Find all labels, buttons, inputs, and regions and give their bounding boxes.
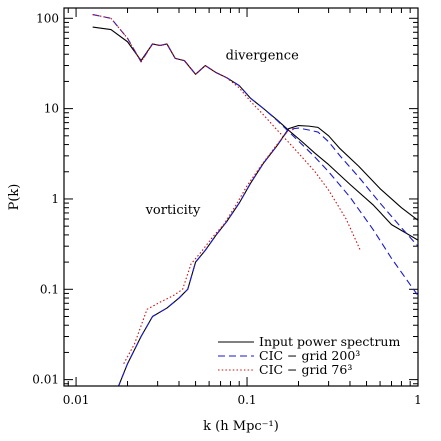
annotations: divergence vorticity: [145, 48, 300, 218]
legend-label: Input power spectrum: [259, 334, 400, 349]
x-tick-label: 1: [414, 393, 422, 407]
x-tick-label: 0.01: [63, 393, 90, 407]
series-line-divergence-cic-76: [92, 14, 361, 251]
series-line-vorticity-cic-200: [117, 127, 418, 386]
y-tick-label: 0.1: [40, 282, 59, 296]
series-line-vorticity-input: [117, 124, 418, 386]
y-tick-label: 0.01: [32, 373, 59, 387]
y-tick-label: 100: [36, 11, 59, 25]
x-tick-label: 0.1: [237, 393, 256, 407]
y-axis-label: P(k): [7, 184, 22, 211]
x-axis-label: k (h Mpc⁻¹): [203, 419, 279, 434]
plot-frame: [63, 7, 419, 387]
series-lines: [92, 14, 418, 386]
annotation-divergence: divergence: [226, 48, 299, 63]
annotation-vorticity: vorticity: [145, 203, 201, 218]
y-tick-label: 1: [51, 192, 59, 206]
legend-label: CIC − grid 200³: [259, 348, 360, 363]
y-tick-label: 10: [44, 102, 59, 116]
tick-labels: 0.01 0.1 1 0.01 0.1 1 10 100: [32, 11, 422, 407]
legend-label: CIC − grid 76³: [259, 362, 352, 377]
series-line-vorticity-cic-76: [123, 128, 295, 364]
